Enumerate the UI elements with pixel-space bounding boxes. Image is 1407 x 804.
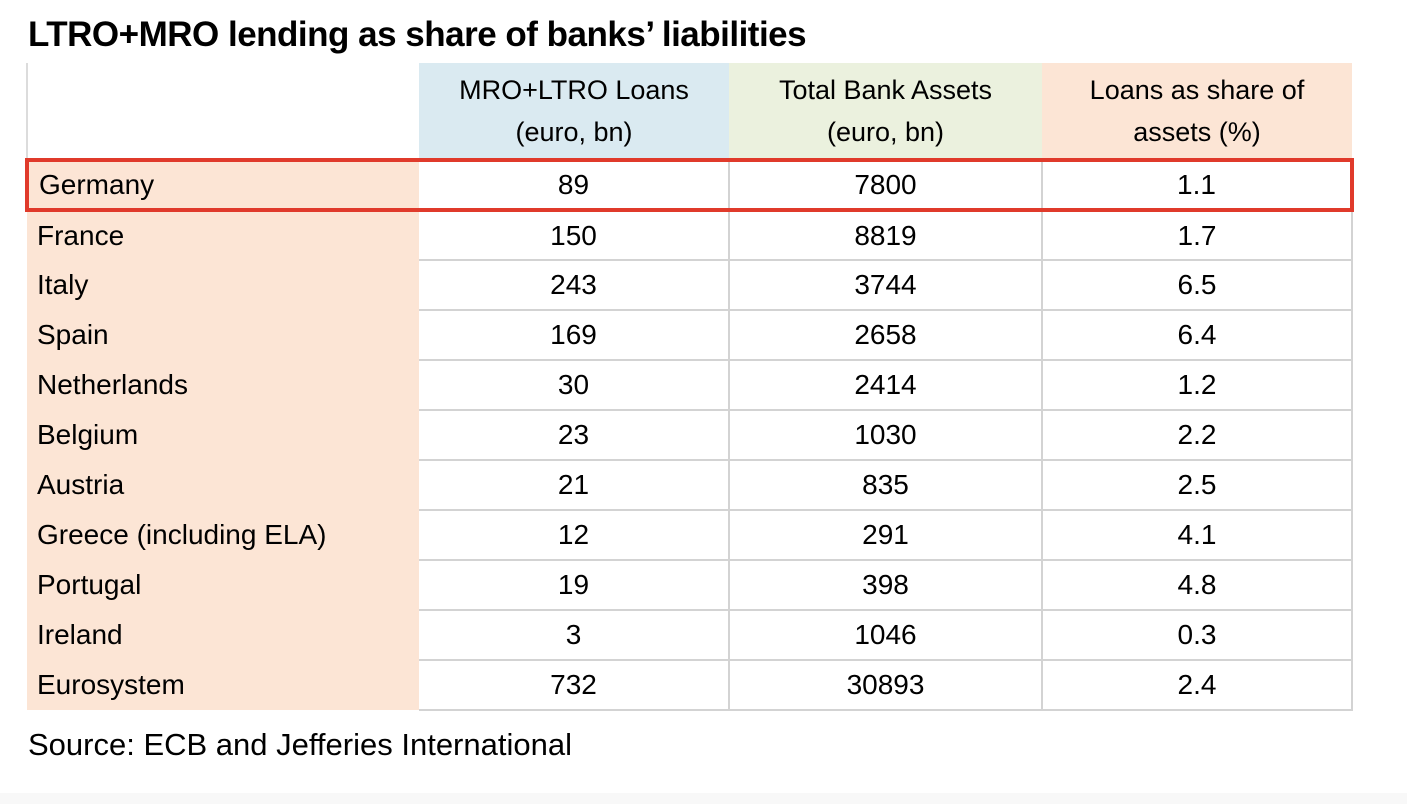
share-cell: 1.2 xyxy=(1041,359,1353,411)
share-cell: 1.7 xyxy=(1041,209,1353,261)
loans-cell: 150 xyxy=(419,209,730,261)
source-note: Source: ECB and Jefferies International xyxy=(28,727,572,762)
assets-cell: 3744 xyxy=(728,259,1043,311)
loans-cell: 19 xyxy=(419,559,730,611)
header-line: Total Bank Assets xyxy=(778,74,993,105)
header-loans: MRO+LTRO Loans (euro, bn) xyxy=(419,63,729,160)
loans-cell: 23 xyxy=(419,409,730,461)
country-cell: Portugal xyxy=(27,560,419,610)
table-row: France 150 8819 1.7 xyxy=(27,209,1353,261)
table-row: Austria 21 835 2.5 xyxy=(27,459,1353,511)
share-cell: 0.3 xyxy=(1041,609,1353,661)
share-cell: 2.4 xyxy=(1041,659,1353,711)
assets-cell: 7800 xyxy=(728,158,1043,212)
loans-cell: 21 xyxy=(419,459,730,511)
header-country xyxy=(26,63,419,160)
header-assets: Total Bank Assets (euro, bn) xyxy=(729,63,1042,160)
assets-cell: 8819 xyxy=(728,209,1043,261)
assets-cell: 2658 xyxy=(728,309,1043,361)
loans-cell: 243 xyxy=(419,259,730,311)
loans-cell: 3 xyxy=(419,609,730,661)
loans-cell: 169 xyxy=(419,309,730,361)
loans-cell: 89 xyxy=(419,158,730,212)
table-row: Italy 243 3744 6.5 xyxy=(27,259,1353,311)
table-row: Ireland 3 1046 0.3 xyxy=(27,609,1353,661)
share-cell: 6.4 xyxy=(1041,309,1353,361)
table-row: Spain 169 2658 6.4 xyxy=(27,309,1353,361)
table-row: Belgium 23 1030 2.2 xyxy=(27,409,1353,461)
country-cell: Ireland xyxy=(27,610,419,660)
country-cell: Spain xyxy=(27,310,419,360)
country-cell: France xyxy=(27,210,419,260)
assets-cell: 1030 xyxy=(728,409,1043,461)
table-row-germany-highlighted: Germany 89 7800 1.1 xyxy=(25,158,1354,212)
bottom-band xyxy=(0,793,1407,804)
table-row: Greece (including ELA) 12 291 4.1 xyxy=(27,509,1353,561)
header-line: Loans as share of xyxy=(1089,74,1305,105)
header-line: (euro, bn) xyxy=(826,116,945,147)
assets-cell: 398 xyxy=(728,559,1043,611)
loans-cell: 732 xyxy=(419,659,730,711)
country-cell: Germany xyxy=(25,158,419,212)
figure-title: LTRO+MRO lending as share of banks’ liab… xyxy=(28,15,807,54)
header-line: assets (%) xyxy=(1133,116,1261,147)
share-cell: 2.5 xyxy=(1041,459,1353,511)
assets-cell: 2414 xyxy=(728,359,1043,411)
assets-cell: 1046 xyxy=(728,609,1043,661)
loans-cell: 12 xyxy=(419,509,730,561)
assets-cell: 835 xyxy=(728,459,1043,511)
assets-cell: 291 xyxy=(728,509,1043,561)
header-share: Loans as share of assets (%) xyxy=(1042,63,1352,160)
share-cell: 4.1 xyxy=(1041,509,1353,561)
share-cell: 1.1 xyxy=(1041,158,1354,212)
share-cell: 4.8 xyxy=(1041,559,1353,611)
header-row: MRO+LTRO Loans (euro, bn) Total Bank Ass… xyxy=(26,63,1352,160)
header-line: MRO+LTRO Loans xyxy=(459,74,689,105)
country-cell: Austria xyxy=(27,460,419,510)
country-cell: Italy xyxy=(27,260,419,310)
share-cell: 2.2 xyxy=(1041,409,1353,461)
assets-cell: 30893 xyxy=(728,659,1043,711)
loans-cell: 30 xyxy=(419,359,730,411)
country-cell: Greece (including ELA) xyxy=(27,510,419,560)
share-cell: 6.5 xyxy=(1041,259,1353,311)
country-cell: Belgium xyxy=(27,410,419,460)
country-cell: Netherlands xyxy=(27,360,419,410)
table-row: Portugal 19 398 4.8 xyxy=(27,559,1353,611)
table-row: Netherlands 30 2414 1.2 xyxy=(27,359,1353,411)
table-row: Eurosystem 732 30893 2.4 xyxy=(27,659,1353,711)
header-line: (euro, bn) xyxy=(515,116,633,147)
data-table: MRO+LTRO Loans (euro, bn) Total Bank Ass… xyxy=(25,63,1354,711)
country-cell: Eurosystem xyxy=(27,660,419,710)
